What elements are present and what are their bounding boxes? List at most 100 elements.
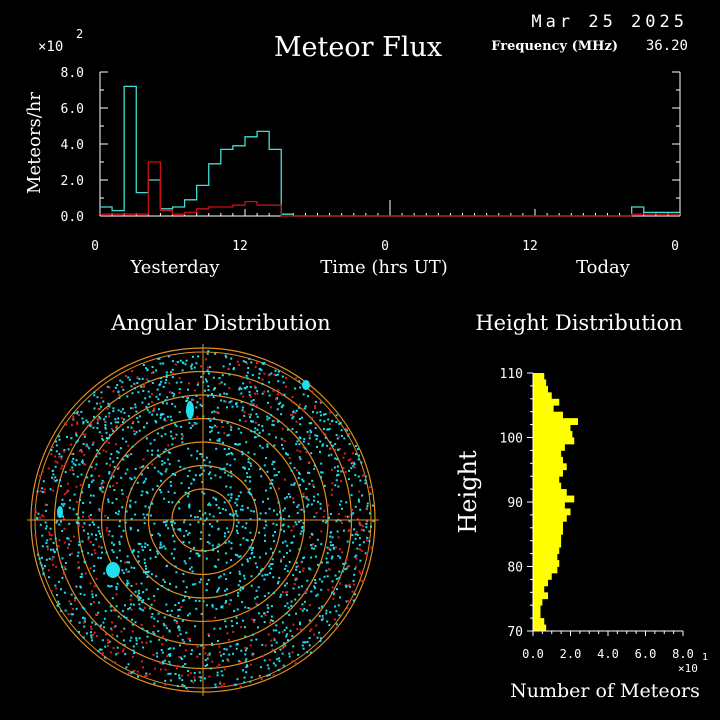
polar-dot-red (44, 503, 47, 506)
polar-dot-red (98, 475, 100, 477)
polar-dot-cyan (180, 433, 183, 436)
polar-dot-cyan (163, 616, 166, 619)
polar-dot-red (131, 630, 134, 633)
polar-dot-cyan (293, 466, 296, 469)
polar-dot-red (358, 570, 361, 573)
polar-dot-cyan (139, 597, 142, 599)
polar-dot-cyan (225, 356, 228, 359)
polar-dot-red (359, 572, 362, 575)
polar-dot-cyan (76, 554, 79, 557)
polar-dot-cyan (247, 367, 250, 369)
polar-dot-cyan (218, 438, 221, 440)
polar-dot-cyan (319, 640, 322, 642)
polar-dot-cyan (169, 480, 172, 483)
polar-dot-red (63, 541, 66, 544)
polar-dot-cyan (177, 626, 180, 629)
polar-dot-red (112, 390, 115, 393)
polar-dot-cyan (239, 580, 241, 583)
polar-dot-red (216, 665, 219, 668)
polar-dot-cyan (141, 466, 144, 469)
polar-dot-red (226, 632, 229, 635)
polar-dot-cyan (221, 605, 224, 608)
polar-dot-cyan (59, 479, 62, 482)
polar-dot-cyan (44, 521, 47, 524)
polar-dot-cyan (71, 466, 74, 469)
polar-dot-cyan (146, 466, 149, 469)
polar-dot-cyan (189, 639, 192, 642)
polar-dot-cyan (317, 500, 319, 503)
polar-dot-cyan (87, 532, 89, 535)
polar-dot-cyan (131, 445, 134, 448)
polar-dot-red (356, 518, 359, 521)
polar-dot-red (105, 529, 108, 532)
polar-dot-cyan (251, 374, 254, 376)
polar-dot-cyan (226, 658, 229, 661)
polar-dot-cyan (161, 463, 164, 466)
polar-dot-cyan (104, 427, 107, 430)
polar-dot-cyan (252, 547, 254, 549)
polar-dot-cyan (173, 522, 176, 525)
polar-dot-cyan (312, 410, 314, 413)
polar-dot-cyan (300, 508, 303, 511)
polar-dot-cyan (119, 447, 122, 450)
polar-dot-cyan (37, 512, 40, 515)
polar-dot-cyan (212, 496, 215, 499)
polar-dot-cyan (177, 501, 180, 504)
polar-dot-cyan (182, 540, 185, 543)
polar-dot-cyan (366, 502, 369, 505)
polar-dot-cyan (161, 460, 164, 463)
polar-dot-cyan (298, 548, 301, 551)
polar-dot-red (320, 530, 323, 533)
polar-dot-cyan (267, 607, 270, 610)
polar-dot-red (313, 633, 316, 636)
polar-dot-cyan (275, 629, 278, 632)
polar-dot-cyan (247, 451, 250, 454)
polar-dot-cyan (153, 466, 156, 469)
polar-dot-cyan (229, 571, 232, 574)
polar-dot-cyan (233, 610, 236, 612)
polar-dot-cyan (75, 521, 78, 524)
polar-dot-cyan (352, 541, 354, 544)
polar-dot-red (108, 386, 111, 389)
polar-dot-cyan (299, 483, 301, 486)
polar-dot-cyan (229, 486, 232, 489)
polar-dot-cyan (142, 465, 145, 468)
polar-dot-cyan (183, 521, 186, 524)
polar-dot-cyan (350, 494, 353, 497)
polar-dot-red (77, 414, 80, 416)
polar-dot-cyan (269, 547, 272, 550)
polar-dot-cyan (173, 393, 176, 396)
polar-dot-cyan (36, 516, 39, 519)
polar-dot-cyan (61, 498, 64, 501)
polar-dot-red (115, 425, 118, 427)
polar-dot-cyan (157, 630, 160, 633)
polar-dot-red (111, 633, 114, 636)
height-bar (533, 566, 558, 574)
polar-dot-red (236, 360, 239, 363)
polar-dot-red (361, 569, 364, 572)
polar-dot-cyan (160, 380, 163, 383)
polar-dot-cyan (254, 386, 257, 389)
flux-x-tick-label: 12 (232, 239, 248, 254)
polar-dot-red (75, 431, 78, 434)
polar-dot-cyan (219, 682, 222, 685)
polar-dot-cyan (275, 641, 278, 644)
polar-dot-cyan (316, 435, 319, 437)
polar-dot-cyan (208, 534, 211, 537)
polar-dot-cyan (323, 413, 325, 416)
polar-dot-cyan (223, 383, 226, 386)
polar-dot-cyan (248, 546, 251, 549)
polar-dot-cyan (307, 442, 310, 445)
polar-dot-cyan (111, 501, 114, 504)
polar-dot-red (272, 389, 275, 392)
polar-dot-cyan (286, 496, 289, 499)
polar-dot-cyan (190, 566, 193, 569)
polar-dot-cyan (40, 564, 43, 567)
polar-dot-cyan (279, 595, 282, 598)
polar-dot-cyan (164, 433, 167, 436)
polar-dot-red (141, 660, 144, 663)
polar-dot-cyan (144, 505, 147, 508)
polar-dot-cyan (104, 610, 107, 613)
polar-dot-cyan (321, 614, 324, 617)
polar-dot-cyan (223, 648, 226, 650)
